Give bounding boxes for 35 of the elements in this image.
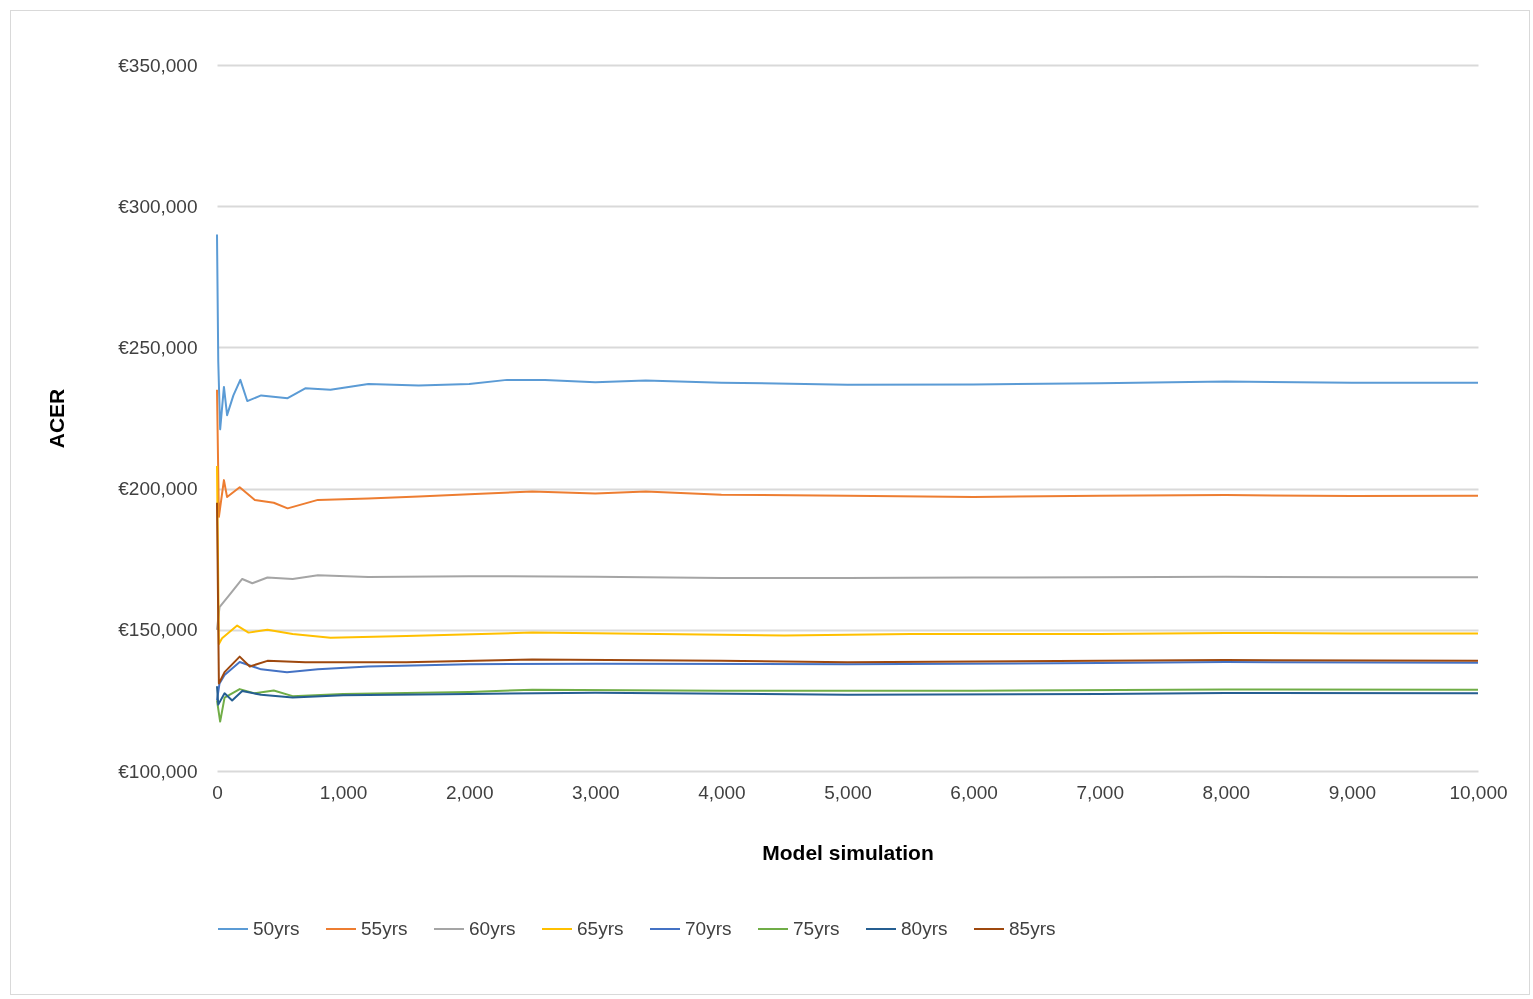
x-tick-label: 10,000 bbox=[1449, 781, 1508, 803]
legend-label: 85yrs bbox=[1009, 918, 1056, 939]
y-tick-label: €350,000 bbox=[118, 54, 198, 76]
legend-label: 60yrs bbox=[469, 918, 516, 939]
x-tick-label: 5,000 bbox=[824, 781, 872, 803]
line-series bbox=[216, 233, 1479, 431]
line-series bbox=[216, 501, 1479, 685]
x-tick-label: 1,000 bbox=[319, 781, 368, 803]
legend-label: 75yrs bbox=[793, 918, 840, 939]
x-tick-label: 0 bbox=[212, 781, 223, 803]
line-series bbox=[216, 574, 1479, 631]
y-tick-label: €300,000 bbox=[118, 195, 198, 217]
x-tick-label: 9,000 bbox=[1328, 781, 1377, 803]
line-series bbox=[216, 388, 1479, 518]
line-series bbox=[216, 688, 1479, 723]
x-tick-label: 6,000 bbox=[950, 781, 998, 803]
legend-label: 70yrs bbox=[685, 918, 732, 939]
y-axis-title: ACER bbox=[45, 388, 69, 449]
line-series bbox=[216, 465, 1479, 645]
y-tick-label: €200,000 bbox=[118, 478, 198, 500]
x-tick-label: 3,000 bbox=[572, 781, 620, 803]
legend-label: 55yrs bbox=[361, 918, 408, 939]
x-tick-label: 2,000 bbox=[445, 781, 494, 803]
x-tick-label: 8,000 bbox=[1202, 781, 1251, 803]
line-series bbox=[216, 660, 1479, 702]
line-series bbox=[216, 685, 1479, 706]
x-axis-title: Model simulation bbox=[762, 840, 934, 864]
x-tick-label: 7,000 bbox=[1076, 781, 1124, 803]
legend-label: 65yrs bbox=[577, 918, 624, 939]
legend-label: 50yrs bbox=[253, 918, 300, 939]
y-tick-label: €250,000 bbox=[118, 336, 198, 358]
y-tick-label: €150,000 bbox=[118, 619, 198, 641]
legend-label: 80yrs bbox=[901, 918, 948, 939]
x-tick-label: 4,000 bbox=[698, 781, 746, 803]
y-tick-label: €100,000 bbox=[118, 760, 198, 782]
